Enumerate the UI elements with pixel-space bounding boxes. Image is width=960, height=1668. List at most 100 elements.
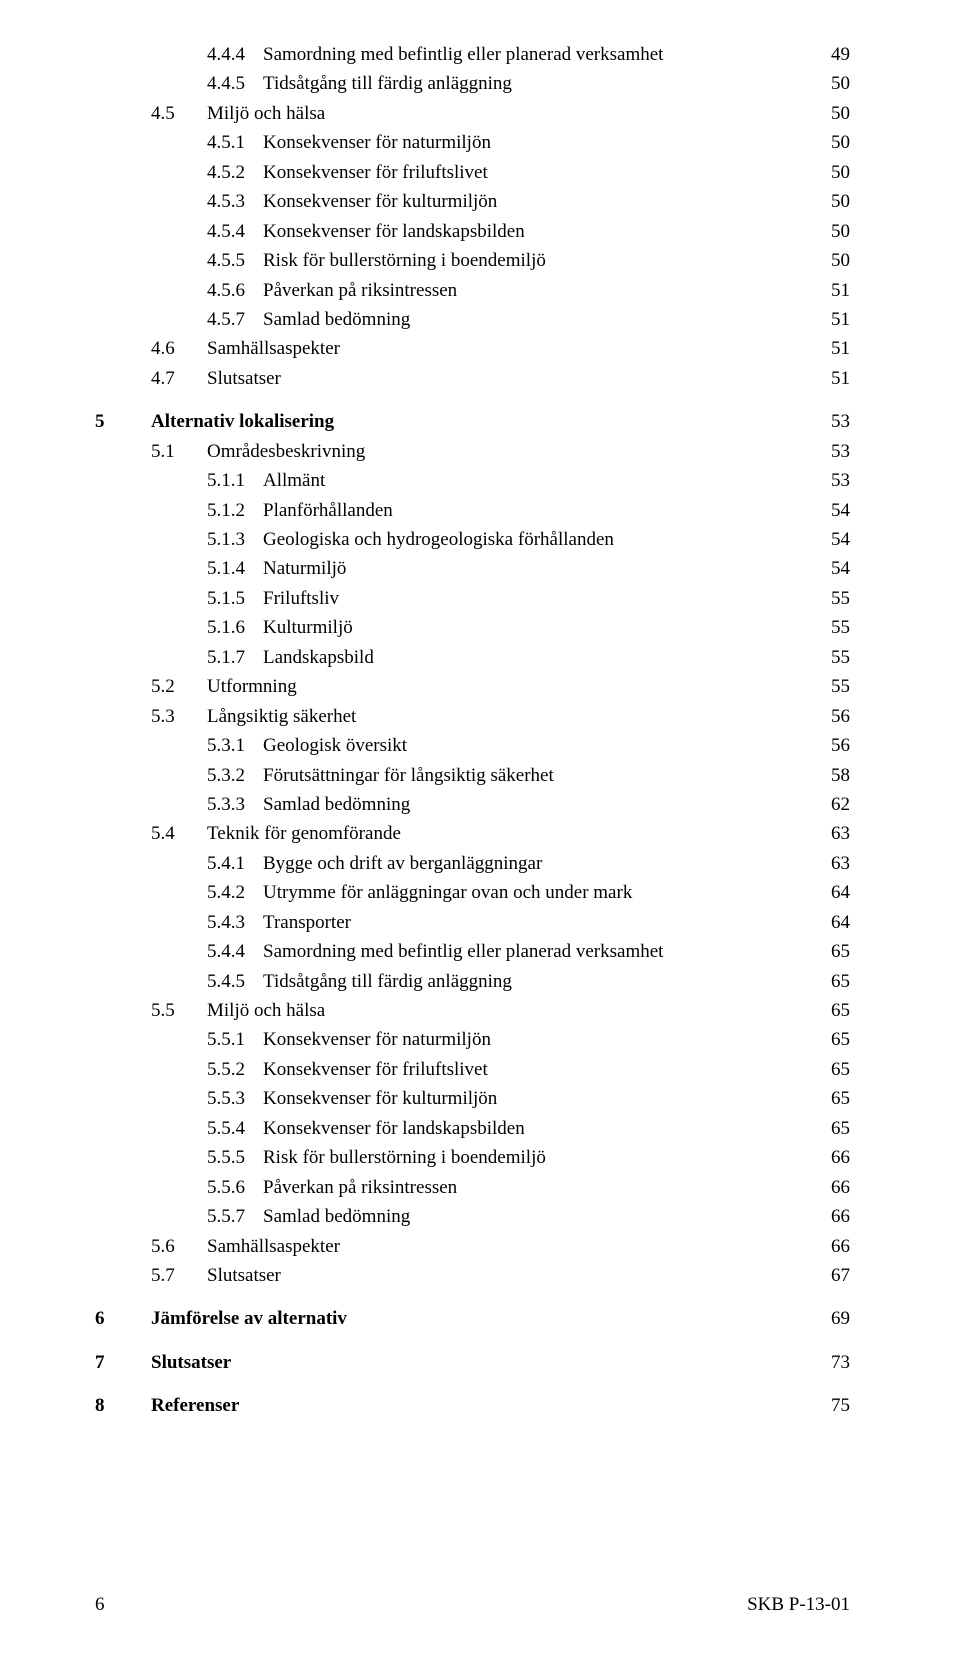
toc-title: Långsiktig säkerhet — [207, 702, 356, 731]
toc-number: 5.4.5 — [207, 967, 263, 996]
toc-entry: 5.3.2Förutsättningar för långsiktig säke… — [95, 761, 850, 790]
toc-page: 56 — [831, 731, 850, 760]
toc-entry: 5Alternativ lokalisering53 — [95, 407, 850, 436]
toc-entry: 5.5.7Samlad bedömning66 — [95, 1202, 850, 1231]
toc-entry: 5.3Långsiktig säkerhet56 — [95, 702, 850, 731]
toc-page: 65 — [831, 1114, 850, 1143]
toc-entry: 5.1.4Naturmiljö54 — [95, 554, 850, 583]
toc-entry: 5.5.4Konsekvenser för landskapsbilden65 — [95, 1114, 850, 1143]
toc-title: Utformning — [207, 672, 297, 701]
toc-page: 54 — [831, 496, 850, 525]
toc-page: 67 — [831, 1261, 850, 1290]
toc-title: Referenser — [151, 1391, 239, 1420]
toc-number: 7 — [95, 1348, 151, 1377]
toc-page: 64 — [831, 908, 850, 937]
toc-number: 5.3.3 — [207, 790, 263, 819]
toc-title: Påverkan på riksintressen — [263, 276, 457, 305]
toc-page: 65 — [831, 1025, 850, 1054]
toc-page: 51 — [831, 276, 850, 305]
toc-title: Konsekvenser för landskapsbilden — [263, 1114, 525, 1143]
toc-page: 62 — [831, 790, 850, 819]
toc-page: 55 — [831, 584, 850, 613]
toc-entry: 5.4.3Transporter64 — [95, 908, 850, 937]
toc-entry: 5.1.5Friluftsliv 55 — [95, 584, 850, 613]
toc-page: 73 — [831, 1348, 850, 1377]
toc-page: 53 — [831, 407, 850, 436]
toc-title: Alternativ lokalisering — [151, 407, 334, 436]
toc-number: 5.1.1 — [207, 466, 263, 495]
toc-entry: 4.5.6Påverkan på riksintressen 51 — [95, 276, 850, 305]
toc-title: Tidsåtgång till färdig anläggning — [263, 967, 512, 996]
toc-entry: 5.1.1Allmänt 53 — [95, 466, 850, 495]
toc-page: 66 — [831, 1232, 850, 1261]
toc-entry: 5.5.5Risk för bullerstörning i boendemil… — [95, 1143, 850, 1172]
toc-entry: 5.7Slutsatser67 — [95, 1261, 850, 1290]
toc-entry: 5.4.5Tidsåtgång till färdig anläggning 65 — [95, 967, 850, 996]
toc-title: Samhällsaspekter — [207, 1232, 340, 1261]
toc-number: 5.3.2 — [207, 761, 263, 790]
toc-page: 63 — [831, 819, 850, 848]
toc-number: 5.4.2 — [207, 878, 263, 907]
toc-entry: 4.5.3Konsekvenser för kulturmiljön50 — [95, 187, 850, 216]
toc-number: 4.5.6 — [207, 276, 263, 305]
toc-number: 5.4 — [151, 819, 207, 848]
toc-page: 65 — [831, 967, 850, 996]
toc-title: Konsekvenser för naturmiljön — [263, 128, 491, 157]
toc-number: 5.1.4 — [207, 554, 263, 583]
toc-page: 50 — [831, 187, 850, 216]
toc-title: Geologisk översikt — [263, 731, 407, 760]
page-footer: 6 SKB P-13-01 — [95, 1594, 850, 1616]
toc-title: Miljö och hälsa — [207, 99, 325, 128]
toc-entry: 4.5.2Konsekvenser för friluftslivet50 — [95, 158, 850, 187]
toc-title: Konsekvenser för naturmiljön — [263, 1025, 491, 1054]
toc-page: 51 — [831, 364, 850, 393]
toc-page: 66 — [831, 1143, 850, 1172]
toc-title: Utrymme för anläggningar ovan och under … — [263, 878, 632, 907]
toc-number: 4.6 — [151, 334, 207, 363]
toc-entry: 8Referenser75 — [95, 1391, 850, 1420]
toc-number: 5.5.7 — [207, 1202, 263, 1231]
toc-title: Allmänt — [263, 466, 325, 495]
toc-page: 53 — [831, 466, 850, 495]
toc-entry: 5.4.1Bygge och drift av berganläggningar… — [95, 849, 850, 878]
toc-page: 56 — [831, 702, 850, 731]
toc-number: 4.4.5 — [207, 69, 263, 98]
toc-title: Påverkan på riksintressen — [263, 1173, 457, 1202]
toc-entry: 5.1.3Geologiska och hydrogeologiska förh… — [95, 525, 850, 554]
toc-page: 66 — [831, 1173, 850, 1202]
toc-entry: 4.4.5Tidsåtgång till färdig anläggning50 — [95, 69, 850, 98]
toc-entry: 4.5.4Konsekvenser för landskapsbilden50 — [95, 217, 850, 246]
toc-page: 65 — [831, 1055, 850, 1084]
toc-title: Samlad bedömning — [263, 305, 410, 334]
toc-number: 5.5.1 — [207, 1025, 263, 1054]
toc-entry: 4.6Samhällsaspekter51 — [95, 334, 850, 363]
toc-number: 5.4.3 — [207, 908, 263, 937]
toc-page: 54 — [831, 554, 850, 583]
toc-entry: 5.6Samhällsaspekter66 — [95, 1232, 850, 1261]
toc-title: Risk för bullerstörning i boendemiljö — [263, 1143, 546, 1172]
toc-title: Samlad bedömning — [263, 1202, 410, 1231]
document-id: SKB P-13-01 — [747, 1594, 850, 1616]
toc-page: 51 — [831, 305, 850, 334]
toc-title: Konsekvenser för kulturmiljön — [263, 187, 497, 216]
toc-title: Samordning med befintlig eller planerad … — [263, 937, 663, 966]
toc-entry: 5.5.1Konsekvenser för naturmiljön 65 — [95, 1025, 850, 1054]
toc-title: Friluftsliv — [263, 584, 339, 613]
toc-page: 50 — [831, 128, 850, 157]
toc-entry: 4.5Miljö och hälsa50 — [95, 99, 850, 128]
toc-number: 5.1.7 — [207, 643, 263, 672]
toc-page: 51 — [831, 334, 850, 363]
toc-page: 49 — [831, 40, 850, 69]
toc-number: 5.1.5 — [207, 584, 263, 613]
toc-number: 4.5 — [151, 99, 207, 128]
toc-title: Förutsättningar för långsiktig säkerhet — [263, 761, 554, 790]
toc-number: 5.1.6 — [207, 613, 263, 642]
toc-entry: 5.4Teknik för genomförande63 — [95, 819, 850, 848]
toc-entry: 5.5.6Påverkan på riksintressen66 — [95, 1173, 850, 1202]
toc-title: Konsekvenser för friluftslivet — [263, 1055, 488, 1084]
toc-page: 50 — [831, 158, 850, 187]
toc-number: 5.5 — [151, 996, 207, 1025]
toc-entry: 5.1Områdesbeskrivning53 — [95, 437, 850, 466]
toc-page: 50 — [831, 246, 850, 275]
toc-page: 53 — [831, 437, 850, 466]
